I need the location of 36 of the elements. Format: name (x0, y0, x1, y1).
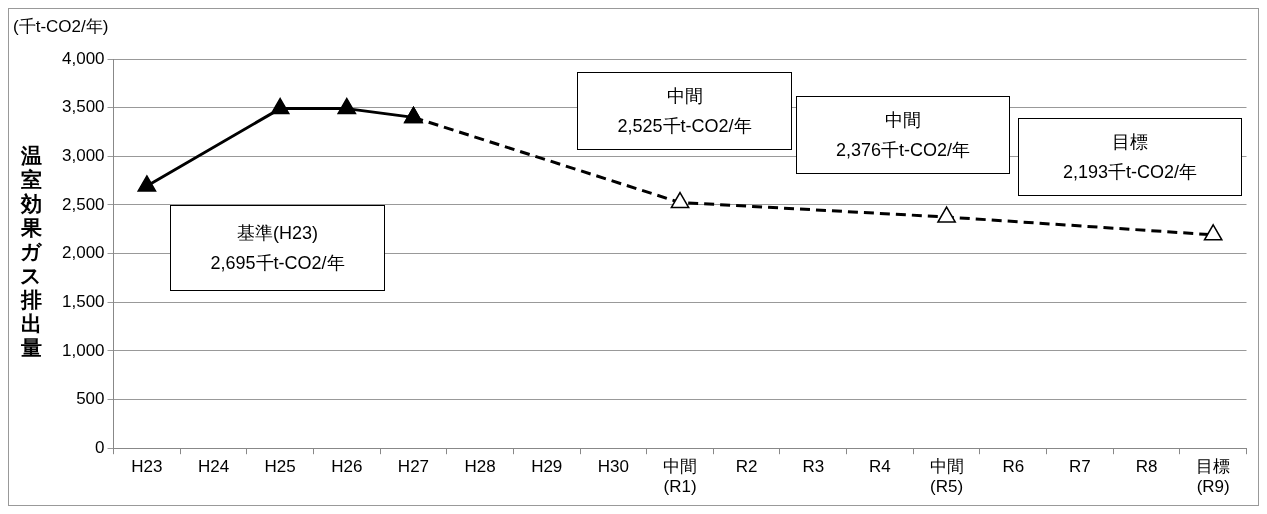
text: (千t-CO2/年) (13, 16, 109, 36)
x-tick-label: H28 (464, 457, 496, 477)
x-tick-label: 中間 (R1) (663, 457, 698, 497)
x-tick-label: R4 (869, 457, 891, 477)
callout-box: 目標 2,193千t-CO2/年 (1018, 118, 1242, 196)
x-tick-label: H24 (197, 457, 230, 477)
annotation: 中間 2,376千t-CO2/年 (835, 109, 971, 162)
x-tick-label: H27 (397, 457, 430, 477)
y-tick-label: 1,500 (61, 291, 105, 311)
y-tick-label: 0 (95, 437, 105, 457)
x-tick-label: R6 (1002, 457, 1025, 477)
x-tick-label: R3 (802, 457, 825, 477)
x-tick-label: R7 (1069, 457, 1091, 477)
annotation: 中間 2,525千t-CO2/年 (617, 85, 752, 138)
callout-box: 基準(H23) 2,695千t-CO2/年 (170, 205, 385, 291)
y-tick-label: 2,500 (61, 194, 105, 214)
x-tick-label: R2 (735, 457, 758, 477)
x-tick-label: H23 (131, 457, 163, 477)
annotation: 目標 2,193千t-CO2/年 (1062, 131, 1198, 184)
x-tick-label: 目標 (R9) (1196, 457, 1231, 497)
text: 温室効果ガス排出量 (20, 144, 42, 360)
callout-box: 中間 2,376千t-CO2/年 (796, 96, 1010, 174)
y-tick-label: 2,000 (61, 243, 105, 263)
annotation: 基準(H23) 2,695千t-CO2/年 (210, 222, 345, 275)
x-tick-label: H26 (331, 457, 363, 477)
x-tick-label: H25 (264, 457, 296, 477)
x-tick-label: R8 (1135, 457, 1158, 477)
y-tick-label: 1,000 (61, 340, 105, 360)
x-tick-label: H29 (531, 457, 563, 477)
y-tick-label: 3,000 (61, 145, 105, 165)
y-tick-label: 500 (76, 389, 105, 409)
x-tick-label: H30 (597, 457, 629, 477)
y-tick-label: 4,000 (61, 48, 105, 68)
y-tick-label: 3,500 (61, 97, 105, 117)
callout-box: 中間 2,525千t-CO2/年 (577, 72, 792, 150)
x-tick-label: 中間 (R5) (929, 457, 964, 497)
